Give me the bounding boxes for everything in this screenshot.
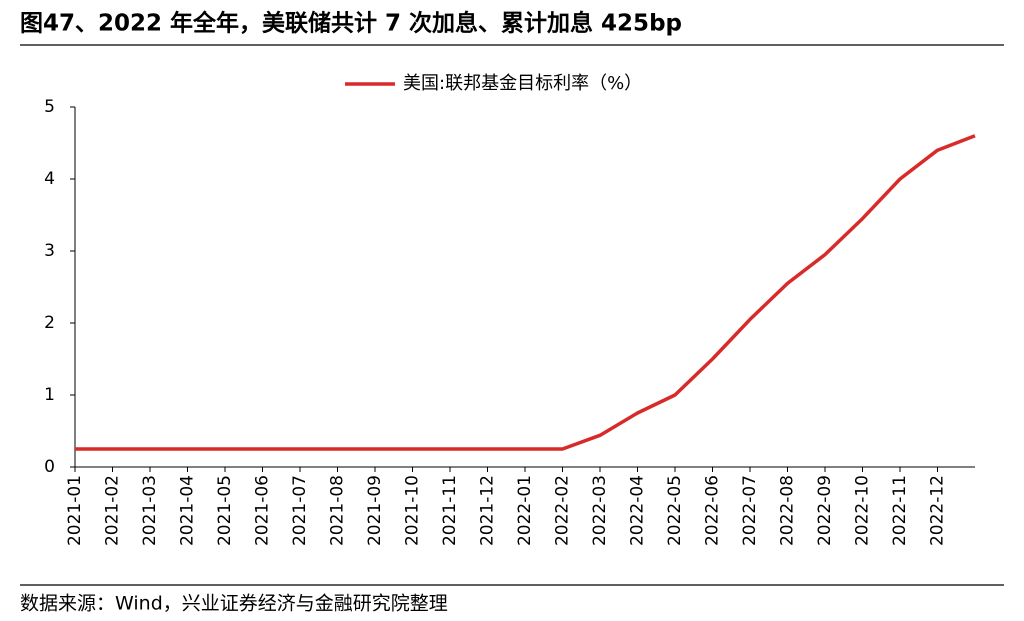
x-tick-label: 2021-12 [478,475,498,546]
x-tick-label: 2022-03 [590,475,610,546]
x-tick-label: 2021-11 [440,475,460,546]
x-tick-label: 2021-01 [65,475,85,546]
series-line [75,134,976,451]
x-tick-label: 2022-10 [853,475,873,546]
x-tick-label: 2022-09 [815,475,835,546]
x-tick-label: 2022-06 [703,475,723,546]
x-tick-label: 2021-07 [290,475,310,546]
y-tick-label: 0 [44,457,55,477]
y-tick-label: 5 [44,97,55,117]
legend-label: 美国:联邦基金目标利率（%） [403,73,642,94]
x-tick-label: 2021-06 [253,475,273,546]
y-tick-label: 1 [44,385,55,405]
x-tick-label: 2022-02 [553,475,573,546]
x-tick-label: 2022-08 [778,475,798,546]
y-tick-label: 3 [44,241,55,261]
x-tick-label: 2022-12 [928,475,948,546]
y-tick-label: 2 [44,313,55,333]
source-note: 数据来源：Wind，兴业证券经济与金融研究院整理 [20,593,448,615]
x-tick-label: 2022-05 [665,475,685,546]
chart-title: 图47、2022 年全年，美联储共计 7 次加息、累计加息 425bp [20,10,682,37]
x-tick-label: 2022-07 [740,475,760,546]
x-tick-label: 2022-11 [890,475,910,546]
x-tick-label: 2021-08 [328,475,348,546]
x-tick-label: 2021-04 [178,475,198,546]
x-tick-label: 2021-10 [403,475,423,546]
x-tick-label: 2021-09 [365,475,385,546]
x-tick-label: 2021-05 [215,475,235,546]
x-tick-label: 2022-01 [515,475,535,546]
x-tick-label: 2021-02 [103,475,123,546]
x-tick-label: 2022-04 [628,475,648,546]
y-tick-label: 4 [44,169,55,189]
x-tick-label: 2021-03 [140,475,160,546]
